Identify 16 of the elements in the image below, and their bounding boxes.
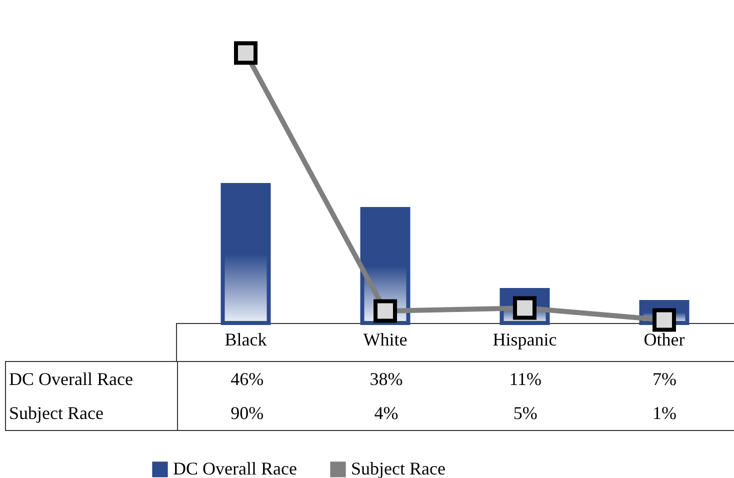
legend-label: Subject Race xyxy=(351,458,446,478)
data-label: 90% xyxy=(230,402,265,424)
data-label: 1% xyxy=(651,402,678,424)
data-label: 38% xyxy=(368,368,404,390)
x-tick-label: Other xyxy=(644,330,685,350)
data-label: 46% xyxy=(230,368,265,390)
data-label: 11% xyxy=(508,368,543,390)
x-tick-label: White xyxy=(363,330,408,350)
data-label: 5% xyxy=(512,402,538,424)
x-tick-label: Hispanic xyxy=(492,330,557,350)
legend-label: DC Overall Race xyxy=(173,458,297,478)
text: DC Overall Race xyxy=(9,368,133,388)
data-label: 4% xyxy=(373,402,400,424)
x-tick-label: Black xyxy=(224,330,267,350)
text: Subject Race xyxy=(9,402,104,422)
data-label: 7% xyxy=(651,368,678,390)
